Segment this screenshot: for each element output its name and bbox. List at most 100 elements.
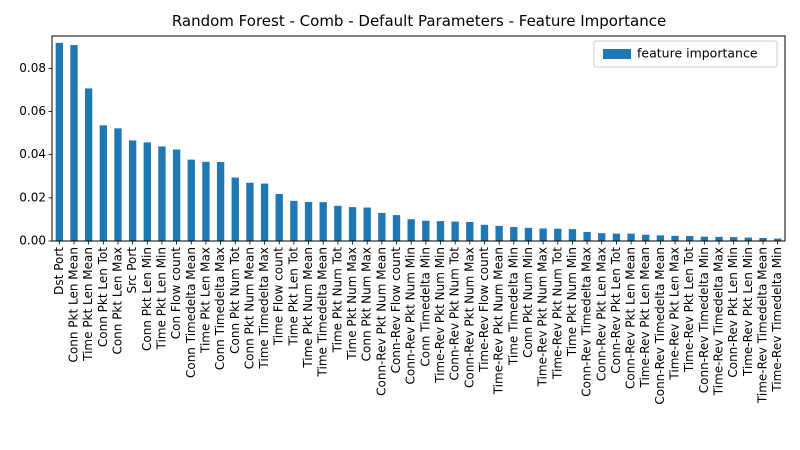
x-tick-label: Conn-Rev Timedelta Mean [653,247,667,405]
x-tick-label: Conn Timedelta Max [213,247,227,370]
bar [671,235,679,241]
x-tick-label: Time Flow count [272,247,286,347]
x-tick-label: Time-Rev Pkt Len Min [741,247,755,377]
bar [378,212,386,241]
bar [759,237,767,241]
bar [260,183,269,241]
x-tick-label: Time Pkt Len Max [198,247,212,354]
x-tick-label: Time-Rev Pkt Num Mean [492,247,506,395]
x-tick-label: Time Timedelta Min [506,247,520,366]
x-tick-label: Time-Rev Pkt Num Min [433,247,447,384]
bar [612,233,621,241]
bar [363,207,371,241]
x-tick-label: Time Pkt Len Min [154,247,168,350]
legend-box [593,40,778,68]
bar [55,42,63,241]
legend-label: feature importance [637,46,758,61]
bar [187,159,195,241]
bar [84,88,93,241]
x-tick-label: Conn Timedelta Mean [184,247,198,378]
x-tick-label: Conn-Rev Pkt Num Mean [374,247,388,396]
y-axis: 0.00 0.02 0.04 0.06 0.08 [19,61,52,248]
bar [495,225,503,241]
x-tick-label: Time-Rev Flow count [477,247,491,373]
bar [319,202,327,241]
bar [290,200,298,241]
x-tick-label: Conn-Rev Pkt Len Mean [624,247,638,389]
y-tick-label: 0.02 [19,190,46,204]
bar [466,222,474,241]
x-tick-label: Conn-Rev Flow count [389,247,403,374]
plot-frame [51,35,786,242]
x-axis: Dst Port Conn Pkt Len Mean Time Pkt Len Me… [52,241,784,405]
x-tick-label: Conn-Rev Pkt Len Min [726,247,740,378]
bar [730,237,738,241]
x-tick-label: Src Port [125,247,139,294]
bar [275,193,283,241]
chart-title: Random Forest - Comb - Default Parameter… [172,12,666,30]
bar [216,162,225,241]
bar [128,140,137,241]
x-tick-label: Time Pkt Len Mean [81,247,95,362]
bar [407,219,415,241]
bar [422,220,430,241]
bars-group [55,42,782,242]
x-tick-label: Conn Pkt Len Min [140,247,154,351]
bar [172,149,181,241]
bar [231,177,239,241]
bar [700,236,709,241]
x-tick-label: Dst Port [52,247,66,295]
bar [583,231,591,241]
bar [744,237,753,241]
x-tick-label: Time-Rev Pkt Num Tot [550,247,564,380]
x-tick-label: Time Pkt Num Min [565,247,579,357]
y-tick-label: 0.00 [19,234,46,248]
x-tick-label: Time-Rev Timedelta Min [770,247,784,393]
bar [554,228,562,241]
legend-swatch [603,49,631,59]
legend: feature importance [593,40,778,68]
bar [774,238,782,241]
x-tick-label: Conn Pkt Len Tot [96,247,110,347]
x-tick-label: Time-Rev Timedelta Max [712,247,726,396]
bar [568,229,577,241]
bar [539,228,547,241]
bar [143,142,151,241]
x-tick-label: Conn Pkt Num Tot [228,247,242,354]
bar [480,224,489,241]
bar [627,233,635,241]
bar [334,205,342,241]
bar [304,201,313,241]
bar [451,221,459,241]
x-tick-label: Conn-Rev Pkt Num Tot [448,247,462,381]
x-tick-label: Time Pkt Len Tot [286,247,300,347]
x-tick-label: Conn Pkt Num Mean [242,247,256,369]
x-tick-label: Time-Rev Timedelta Mean [756,247,770,404]
bar [656,235,665,241]
x-tick-label: Conn Pkt Len Mean [66,247,80,362]
bar [598,233,606,241]
bar [99,125,107,241]
x-tick-label: Conn-Rev Timedelta Min [697,247,711,393]
x-tick-label: Time-Rev Pkt Len Max [668,247,682,381]
x-tick-label: Conn-Rev Timedelta Max [580,247,594,397]
x-tick-label: Conn Pkt Num Max [360,247,374,361]
bar [348,207,357,241]
bar [686,236,694,241]
x-tick-label: Time-Rev Pkt Len Tot [682,247,696,373]
x-tick-label: Conn-Rev Pkt Len Tot [609,247,623,374]
x-tick-label: Conn-Rev Pkt Len Max [594,247,608,381]
bar [642,234,650,241]
bar [202,161,210,241]
bar [114,128,122,241]
x-tick-label: Conn-Rev Pkt Num Min [404,247,418,384]
x-tick-label: Con Flow count [169,247,183,339]
y-tick-label: 0.06 [19,104,46,118]
x-tick-label: Time Timedelta Mean [316,247,330,377]
x-tick-label: Time Timedelta Max [257,247,271,370]
bar [715,236,723,241]
bar [246,182,254,241]
x-tick-label: Conn Pkt Len Max [110,247,124,355]
x-tick-label: Conn Timedelta Min [418,247,432,367]
